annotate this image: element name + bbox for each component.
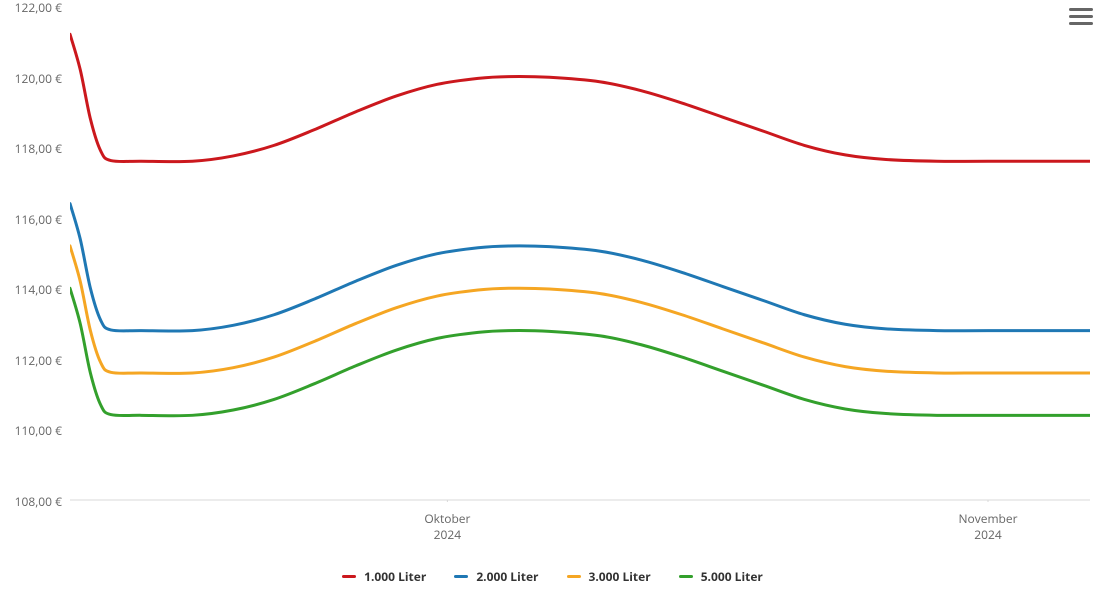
legend-label: 1.000 Liter xyxy=(364,568,426,585)
legend-label: 3.000 Liter xyxy=(589,568,651,585)
legend-swatch-icon xyxy=(342,575,356,578)
y-axis-tick-label: 110,00 € xyxy=(2,422,62,439)
legend-swatch-icon xyxy=(454,575,468,578)
chart-plot-area xyxy=(70,6,1090,502)
x-axis-tick-sublabel: 2024 xyxy=(974,526,1001,543)
legend-item[interactable]: 2.000 Liter xyxy=(454,568,538,585)
series-line xyxy=(70,288,1090,415)
y-axis-tick-label: 116,00 € xyxy=(2,211,62,228)
series-line xyxy=(70,34,1090,161)
x-axis-tick-sublabel: 2024 xyxy=(434,526,461,543)
y-axis-tick-label: 122,00 € xyxy=(2,0,62,16)
y-axis-tick-label: 112,00 € xyxy=(2,352,62,369)
y-axis-tick-label: 118,00 € xyxy=(2,140,62,157)
legend-swatch-icon xyxy=(567,575,581,578)
y-axis-tick-label: 108,00 € xyxy=(2,493,62,510)
y-axis-tick-label: 114,00 € xyxy=(2,281,62,298)
legend-label: 2.000 Liter xyxy=(476,568,538,585)
x-axis-tick-label: November xyxy=(958,510,1017,527)
legend-swatch-icon xyxy=(679,575,693,578)
legend-item[interactable]: 1.000 Liter xyxy=(342,568,426,585)
chart-legend: 1.000 Liter 2.000 Liter 3.000 Liter 5.000 L… xyxy=(0,568,1105,585)
y-axis-tick-label: 120,00 € xyxy=(2,70,62,87)
legend-item[interactable]: 5.000 Liter xyxy=(679,568,763,585)
series-line xyxy=(70,246,1090,373)
legend-label: 5.000 Liter xyxy=(701,568,763,585)
price-chart: 1.000 Liter 2.000 Liter 3.000 Liter 5.000 L… xyxy=(0,0,1105,602)
legend-item[interactable]: 3.000 Liter xyxy=(567,568,651,585)
x-axis-tick-label: Oktober xyxy=(424,510,470,527)
series-line xyxy=(70,204,1090,331)
